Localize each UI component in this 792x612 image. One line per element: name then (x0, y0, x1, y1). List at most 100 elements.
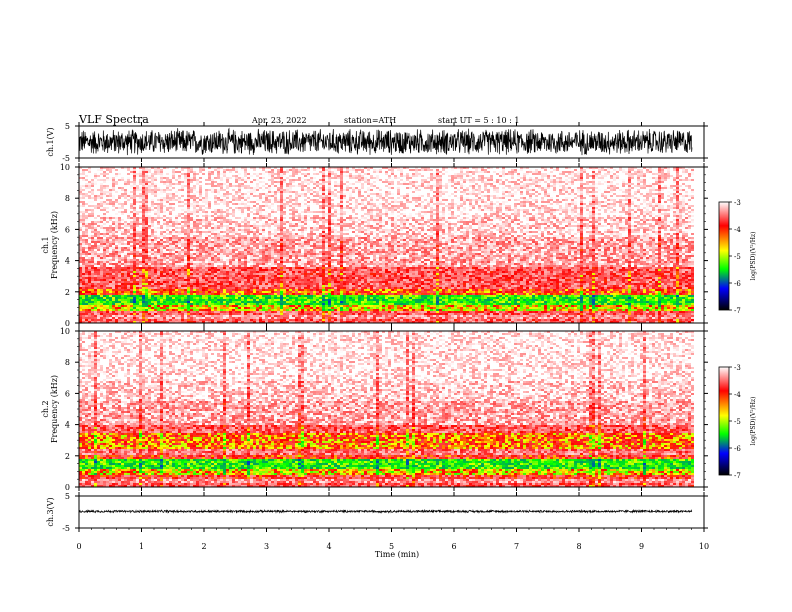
spectrogram-cell (82, 297, 85, 299)
spectrogram-cell (220, 305, 223, 307)
spectrogram-cell (253, 175, 256, 177)
spectrogram-cell (88, 289, 91, 291)
spectrogram-cell (166, 181, 169, 183)
spectrogram-cell (205, 233, 208, 235)
spectrogram-cell (175, 287, 178, 289)
spectrogram-cell (157, 173, 160, 175)
spectrogram-cell (172, 229, 175, 231)
spectrogram-cell (166, 269, 169, 271)
spectrogram-cell (130, 281, 133, 283)
spectrogram-cell (241, 243, 244, 245)
spectrogram-cell (196, 271, 199, 273)
spectrogram-cell (118, 235, 121, 237)
spectrogram-cell (184, 227, 187, 229)
spectrogram-cell (103, 255, 106, 257)
spectrogram-cell (139, 245, 142, 247)
spectrogram-cell (232, 201, 235, 203)
spectrogram-cell (244, 265, 247, 267)
spectrogram-cell (112, 239, 115, 241)
spectrogram-cell (241, 203, 244, 205)
spectrogram-cell (139, 231, 142, 233)
spectrogram-cell (82, 309, 85, 311)
spectrogram-cell (88, 295, 91, 297)
spectrogram-cell (247, 213, 250, 215)
spectrogram-cell (265, 263, 268, 265)
spectrogram-cell (94, 303, 97, 305)
spectrogram-cell (100, 287, 103, 289)
spectrogram-cell (202, 219, 205, 221)
spectrogram-cell (262, 231, 265, 233)
spectrogram-cell (184, 269, 187, 271)
spectrogram-cell (208, 263, 211, 265)
spectrogram-cell (136, 237, 139, 239)
spectrogram-cell (124, 285, 127, 287)
spectrogram-cell (157, 181, 160, 183)
spectrogram-cell (259, 299, 262, 301)
spectrogram-cell (88, 221, 91, 223)
spectrogram-cell (166, 233, 169, 235)
spectrogram-cell (235, 277, 238, 279)
spectrogram-cell (109, 249, 112, 251)
spectrogram-cell (121, 311, 124, 313)
spectrogram-cell (247, 253, 250, 255)
spectrogram-cell (103, 243, 106, 245)
spectrogram-cell (199, 241, 202, 243)
spectrogram-cell (235, 301, 238, 303)
spectrogram-cell (139, 235, 142, 237)
spectrogram-cell (169, 251, 172, 253)
spectrogram-cell (214, 251, 217, 253)
spectrogram-cell (259, 253, 262, 255)
spectrogram-cell (142, 247, 145, 249)
spectrogram-cell (190, 265, 193, 267)
spectrogram-cell (118, 263, 121, 265)
spectrogram-cell (106, 247, 109, 249)
spectrogram-cell (211, 251, 214, 253)
spectrogram-cell (154, 245, 157, 247)
spectrogram-cell (181, 273, 184, 275)
spectrogram-cell (193, 261, 196, 263)
spectrogram-cell (265, 257, 268, 259)
spectrogram-cell (211, 249, 214, 251)
spectrogram-cell (178, 319, 181, 321)
spectrogram-cell (175, 237, 178, 239)
spectrogram-cell (148, 243, 151, 245)
spectrogram-cell (112, 201, 115, 203)
spectrogram-cell (148, 257, 151, 259)
spectrogram-cell (220, 279, 223, 281)
spectrogram-cell (163, 263, 166, 265)
spectrogram-cell (97, 317, 100, 319)
spectrogram-cell (235, 281, 238, 283)
spectrogram-cell (160, 201, 163, 203)
spectrogram-cell (157, 183, 160, 185)
spectrogram-cell (250, 183, 253, 185)
spectrogram-cell (139, 203, 142, 205)
spectrogram-cell (130, 301, 133, 303)
spectrogram-cell (187, 205, 190, 207)
spectrogram-cell (223, 269, 226, 271)
spectrogram-cell (190, 305, 193, 307)
spectrogram-cell (97, 319, 100, 321)
spectrogram-cell (157, 207, 160, 209)
spectrogram-cell (208, 313, 211, 315)
spectrogram-cell (265, 227, 268, 229)
spectrogram-cell (136, 313, 139, 315)
spectrogram-cell (253, 257, 256, 259)
spectrogram-cell (145, 207, 148, 209)
spectrogram-cell (250, 289, 253, 291)
spectrogram-cell (142, 219, 145, 221)
spectrogram-cell (130, 219, 133, 221)
spectrogram-cell (154, 219, 157, 221)
spectrogram-cell (154, 279, 157, 281)
spectrogram-cell (175, 241, 178, 243)
spectrogram-cell (217, 235, 220, 237)
spectrogram-cell (118, 289, 121, 291)
spectrogram-cell (169, 259, 172, 261)
spectrogram-cell (256, 199, 259, 201)
spectrogram-cell (217, 293, 220, 295)
spectrogram-cell (103, 313, 106, 315)
spectrogram-cell (169, 253, 172, 255)
spectrogram-cell (118, 187, 121, 189)
spectrogram-cell (121, 213, 124, 215)
spectrogram-cell (259, 197, 262, 199)
spectrogram-cell (115, 187, 118, 189)
